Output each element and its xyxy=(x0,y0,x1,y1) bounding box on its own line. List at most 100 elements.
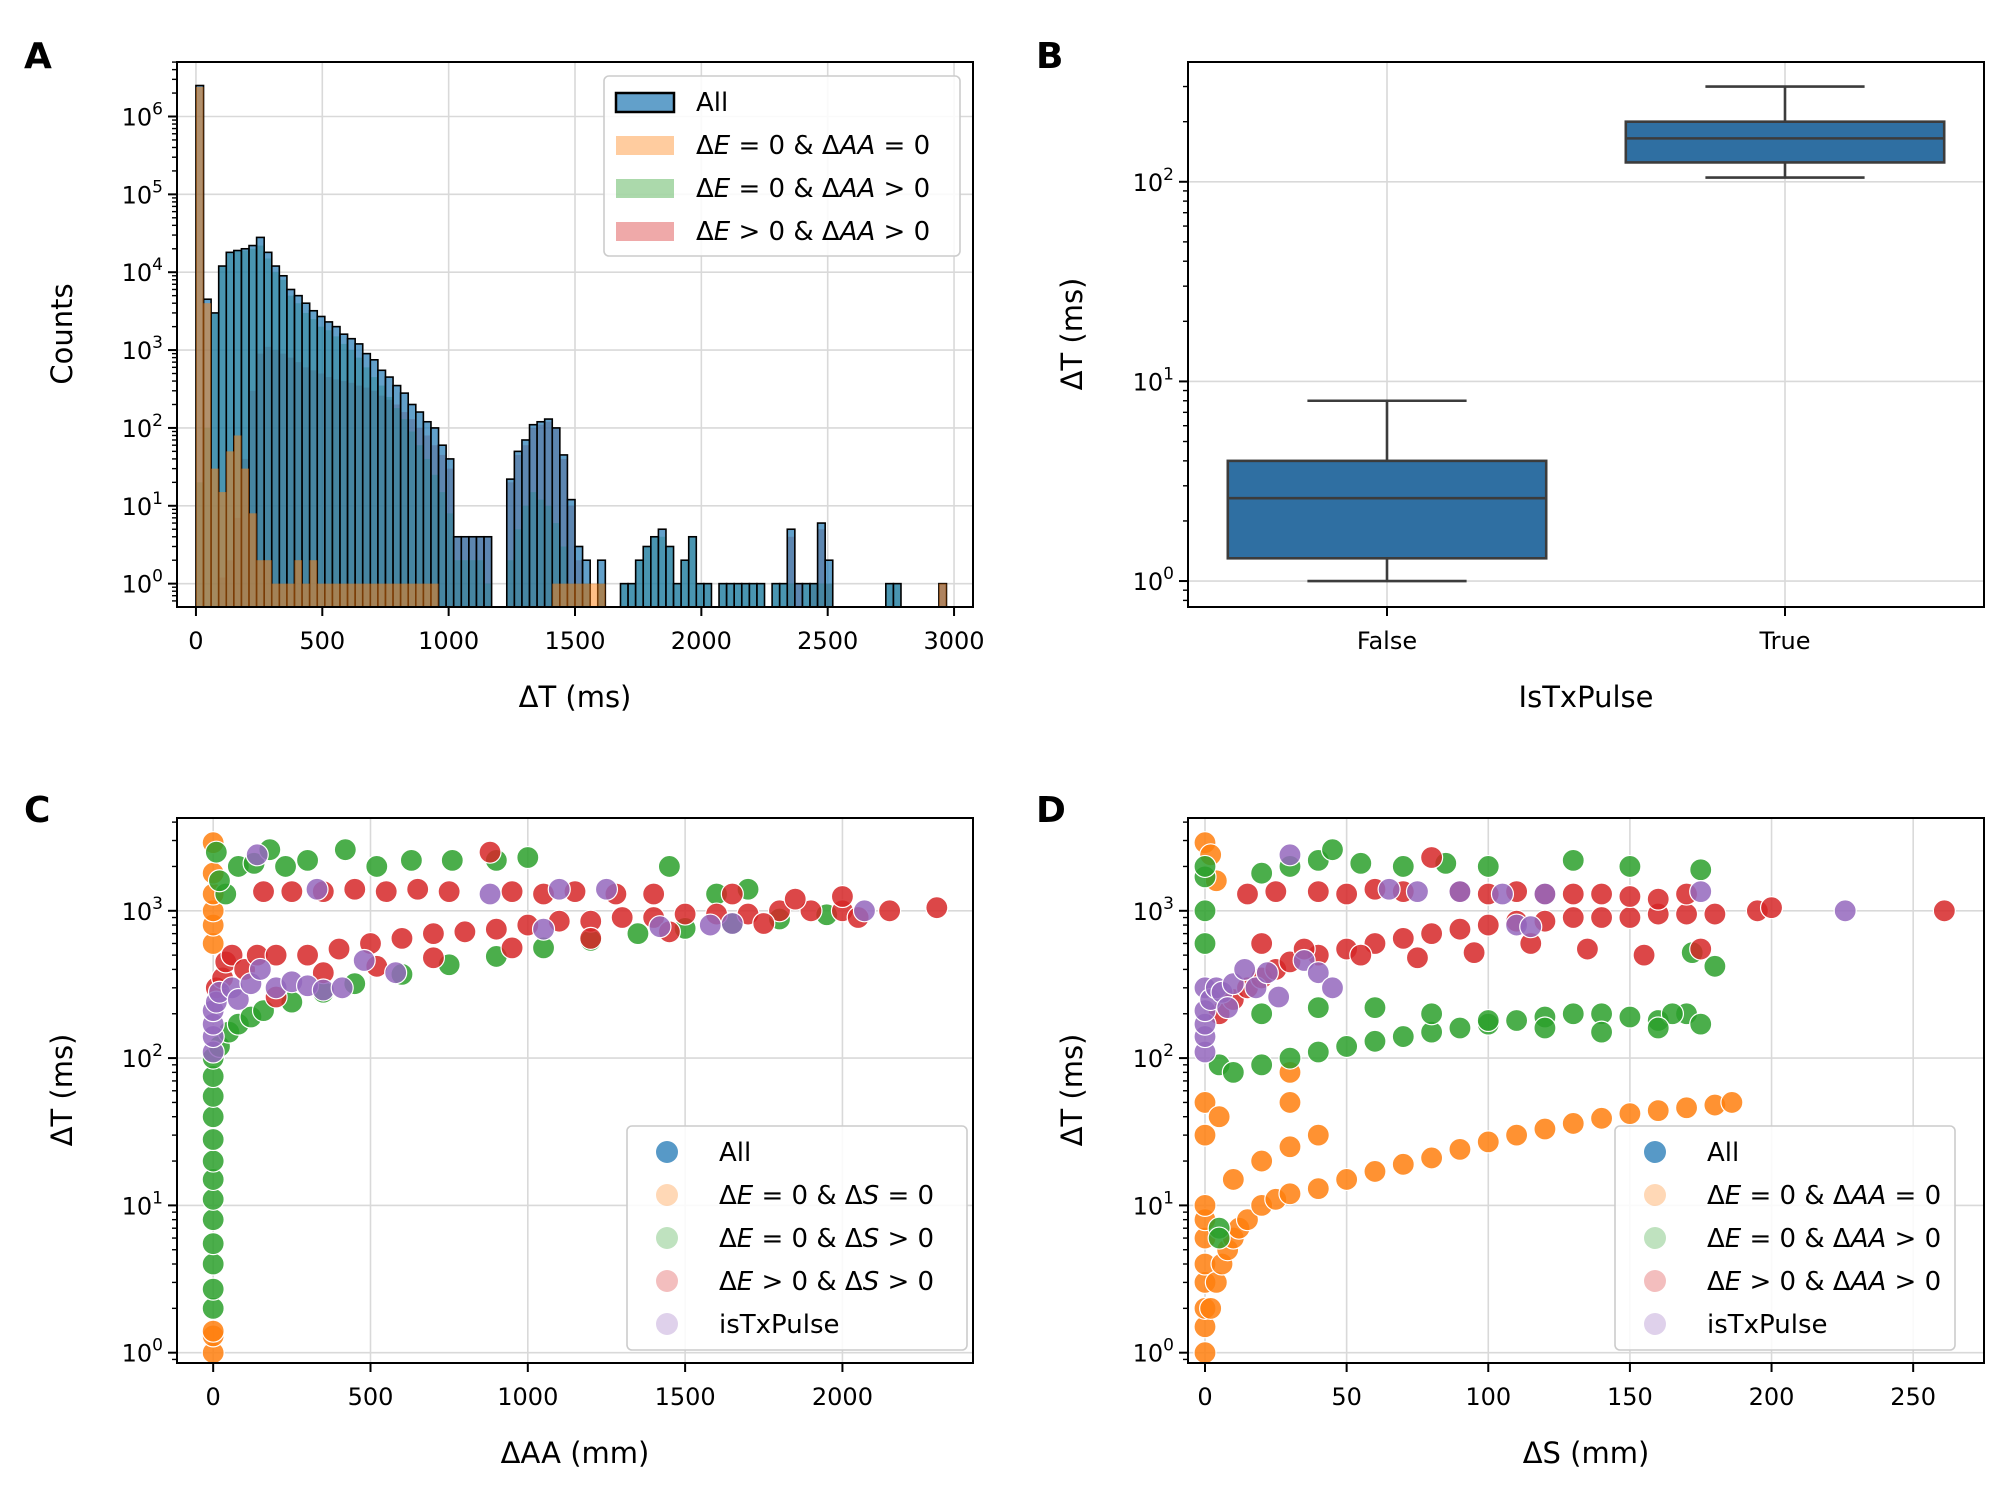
legend-label: ΔE = 0 & ΔS = 0 xyxy=(719,1181,934,1211)
scatter-point xyxy=(1306,996,1330,1020)
histogram-bar xyxy=(408,583,416,607)
histogram-bar xyxy=(536,420,546,608)
histogram-bar xyxy=(264,560,272,607)
legend-marker xyxy=(1644,1227,1666,1249)
scatter-point xyxy=(1193,1193,1217,1217)
scatter-point xyxy=(1448,879,1472,904)
histogram-bar xyxy=(892,582,902,608)
scatter-point xyxy=(245,843,269,867)
x-tick-label: 500 xyxy=(299,627,345,655)
histogram-bar xyxy=(650,535,660,608)
legend-label: All xyxy=(1707,1138,1739,1168)
histogram-bar xyxy=(278,274,288,608)
histogram-bar xyxy=(286,288,296,608)
x-tick-label: True xyxy=(1759,627,1811,655)
scatter-point xyxy=(1278,1182,1302,1206)
scatter-point xyxy=(657,854,681,879)
scatter-point xyxy=(698,913,722,937)
scatter-point xyxy=(1674,902,1699,926)
scatter-point xyxy=(1618,854,1642,879)
legend-label: ΔE = 0 & ΔAA > 0 xyxy=(696,174,930,204)
x-tick-label: 2500 xyxy=(797,627,858,655)
scatter-point xyxy=(767,899,792,923)
histogram-bar xyxy=(332,583,340,607)
histogram-bar xyxy=(362,583,371,607)
y-axis-label: ΔT (ms) xyxy=(1055,278,1089,391)
y-axis-label: ΔT (ms) xyxy=(45,1034,79,1147)
scatter-point xyxy=(333,838,357,862)
histogram-bar xyxy=(339,583,348,607)
scatter-point xyxy=(1320,838,1345,862)
scatter-point xyxy=(720,911,744,936)
scatter-point xyxy=(1235,1208,1260,1232)
scatter-point xyxy=(1689,1012,1713,1036)
series-c3 xyxy=(1193,843,1857,1064)
histogram-bar xyxy=(801,582,811,608)
histogram-bar xyxy=(528,423,538,608)
histogram-bar xyxy=(241,468,250,607)
histogram-bar xyxy=(559,583,568,607)
scatter-point xyxy=(852,899,877,923)
scatter-point xyxy=(1199,1296,1223,1320)
scatter-point xyxy=(925,896,949,920)
scatter-point xyxy=(1703,954,1727,978)
scatter-point xyxy=(330,976,354,1000)
scatter-point xyxy=(343,877,367,901)
scatter-point xyxy=(352,948,376,973)
y-tick-label: 102 xyxy=(1133,165,1174,197)
scatter-point xyxy=(1448,1016,1472,1040)
histogram-bar xyxy=(422,420,432,608)
series-c1 xyxy=(1193,838,1727,1250)
histogram-bar xyxy=(423,583,431,607)
scatter-point xyxy=(799,899,823,923)
scatter-point xyxy=(1476,1008,1500,1033)
histogram-bar xyxy=(551,427,561,608)
legend-marker xyxy=(656,1141,678,1163)
scatter-point xyxy=(226,987,250,1012)
histogram-bar xyxy=(317,583,325,607)
legend-swatch xyxy=(616,179,674,198)
scatter-point xyxy=(579,926,603,950)
histogram-bar xyxy=(505,478,516,608)
scatter-point xyxy=(1235,882,1260,906)
scatter-point xyxy=(1207,1105,1231,1129)
scatter-point xyxy=(201,1084,225,1108)
legend-swatch xyxy=(616,136,674,155)
box-iqr xyxy=(1624,120,1946,164)
scatter-point xyxy=(201,1127,225,1152)
histogram-bar xyxy=(521,439,531,608)
histogram-bar xyxy=(384,376,394,608)
scatter-point xyxy=(327,937,351,961)
scatter-point xyxy=(1575,937,1600,961)
panel-letter-a: A xyxy=(24,36,52,77)
panel-b-boxplot: B 100 101 102 False True IsTxPulse ΔT (ms) xyxy=(1036,36,1985,714)
histogram-bar xyxy=(301,302,311,608)
histogram-bar xyxy=(263,251,273,608)
legend-label: ΔE > 0 & ΔS > 0 xyxy=(719,1267,934,1297)
scatter-point xyxy=(648,915,672,939)
histogram-bar xyxy=(665,545,675,608)
scatter-point xyxy=(295,943,320,967)
histogram-bar xyxy=(414,411,425,608)
histogram-bar xyxy=(552,583,560,607)
scatter-point xyxy=(1720,1090,1744,1115)
legend-label: ΔE > 0 & ΔAA > 0 xyxy=(696,217,930,247)
y-tick-label: 104 xyxy=(122,255,163,287)
histogram-bar xyxy=(279,583,287,607)
y-tick-label: 102 xyxy=(122,411,163,443)
y-tick-label: 106 xyxy=(122,100,163,132)
x-tick-label: 0 xyxy=(188,627,203,655)
scatter-point xyxy=(1363,1029,1387,1053)
scatter-point xyxy=(201,1187,225,1211)
scatter-point xyxy=(390,926,414,950)
scatter-point xyxy=(1216,996,1240,1020)
x-tick-label: 1000 xyxy=(497,1383,558,1411)
legend-box xyxy=(1614,1125,1956,1351)
scatter-point xyxy=(1193,854,1217,879)
histogram-bar xyxy=(407,403,417,608)
scatter-point xyxy=(673,902,697,926)
histogram-bar xyxy=(809,582,819,608)
x-tick-label: 50 xyxy=(1331,1383,1362,1411)
scatter-point xyxy=(1363,996,1387,1020)
x-tick-label: 0 xyxy=(1197,1383,1212,1411)
